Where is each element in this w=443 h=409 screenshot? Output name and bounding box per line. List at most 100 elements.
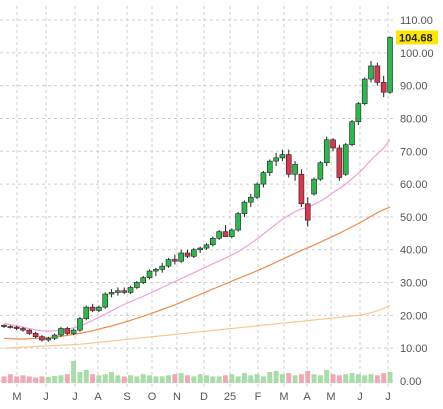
volume-bar [317,375,323,383]
volume-bar [254,374,260,383]
candle [127,285,134,295]
candle [58,326,64,337]
volume-bar [229,374,235,383]
volume-bar [374,375,380,383]
volume-bar [166,375,172,383]
volume-bar [159,376,165,383]
moving-average-layer [3,139,391,349]
volume-bar [20,375,26,383]
y-tick-label: 90.00 [400,81,428,93]
candle [121,287,128,295]
candle-body [203,244,210,249]
volume-bar [222,375,228,383]
x-axis-ticks: M J J A S O N D 25 F M A M J J [12,391,390,403]
candle-body [89,306,96,311]
candle [184,249,191,258]
y-tick-label: 50.00 [400,212,428,224]
candle-body [210,237,216,246]
candle-body [20,328,26,331]
candle-body [96,306,102,311]
candle-layer [1,36,393,342]
candle [26,329,33,336]
candle-body [51,334,58,339]
volume-bar [64,374,70,383]
candle [311,177,317,196]
candle [355,102,362,126]
moving-average-mid [3,206,391,340]
candle-body [108,292,115,295]
candle [45,336,52,342]
x-tick-label: J [72,391,78,403]
candle [64,326,71,336]
candle-body [153,269,159,272]
candle-body [127,287,134,293]
candle [39,335,45,342]
candle-body [342,144,349,175]
volume-bar [7,374,13,383]
candle [146,269,153,280]
x-tick-label: A [94,391,102,403]
volume-bar [330,374,336,383]
volume-bar [185,375,191,383]
x-tick-label: A [303,391,311,403]
volume-layer [1,361,393,383]
candle-body [140,277,147,283]
volume-bar [178,373,184,383]
volume-bar [71,361,77,383]
candle [32,331,39,339]
volume-bar [58,375,64,383]
moving-average-long [3,304,391,349]
candle-body [159,265,165,270]
volume-bar [292,375,298,383]
candle-body [285,154,292,175]
candle [20,326,26,332]
candle-body [266,160,273,173]
candle [298,169,305,208]
last-price-background [396,30,438,45]
candle [368,61,374,83]
candle [172,254,178,265]
last-price-badge: 104.68 [396,30,438,45]
volume-bar [172,374,178,383]
y-tick-label: 110.00 [400,15,433,27]
candle [323,136,330,167]
y-tick-label: 30.00 [400,278,428,290]
candle [279,149,286,162]
volume-bar [96,375,102,383]
volume-bar [45,376,51,383]
volume-bar [273,370,279,383]
candle-body [32,333,39,337]
x-tick-label: J [357,391,363,403]
candle-body [304,203,311,221]
candle [51,333,58,340]
candle [197,246,203,254]
volume-bar [197,374,203,383]
candle [222,225,229,237]
volume-bar [39,376,45,383]
candle [210,236,216,247]
y-tick-label: 100.00 [400,48,434,60]
candle [70,328,77,336]
candle-body [64,328,71,334]
candle [380,75,387,98]
candle [89,303,96,313]
candle [1,324,7,328]
candle [254,182,260,199]
volume-bar [349,373,355,383]
candle [96,305,102,313]
y-tick-label: 60.00 [400,179,428,191]
candle-body [260,172,267,185]
x-tick-label: J [385,391,391,403]
candle-body [361,78,368,104]
volume-bar [134,376,140,383]
candle-body [45,338,52,341]
x-tick-label: N [173,391,181,403]
candle-body [349,121,355,146]
candle-body [368,65,374,80]
volume-bar [355,374,361,383]
candle-body [292,164,298,175]
x-tick-label: J [43,391,49,403]
candle [361,77,368,106]
candle-body [222,231,229,237]
